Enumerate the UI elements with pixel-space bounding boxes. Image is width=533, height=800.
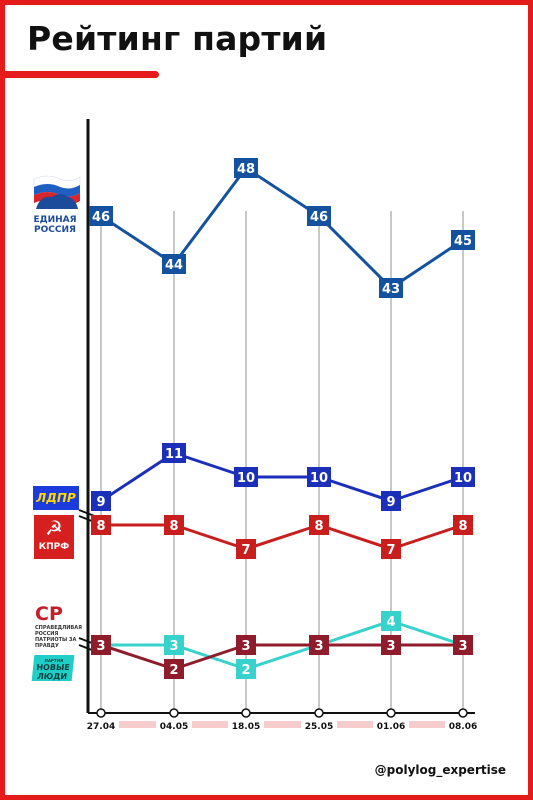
author-handle: @polylog_expertise	[374, 763, 506, 777]
hammer-sickle-icon: ☭	[45, 516, 63, 540]
point-marker-sr-3	[309, 635, 329, 655]
data-label-kprf-2: 7	[241, 543, 250, 558]
point-marker-nl-1	[164, 635, 184, 655]
series-line-ldpr	[100, 451, 464, 503]
point-marker-ldpr-1	[162, 443, 186, 463]
kprf-logo: ☭ КПРФ	[34, 515, 74, 559]
united-russia-line-1: ЕДИНАЯ	[33, 215, 77, 225]
x-tick-label-0: 27.04	[87, 722, 115, 732]
point-marker-er-0	[89, 206, 113, 226]
x-tick-label-4: 01.06	[377, 722, 405, 732]
data-label-nl-4: 4	[386, 615, 395, 630]
kprf-logo-text: КПРФ	[38, 542, 70, 552]
point-marker-sr-5	[453, 635, 473, 655]
data-label-ldpr-1: 11	[165, 447, 183, 462]
x-tick-dot-3	[314, 708, 324, 718]
data-label-er-5: 45	[454, 234, 472, 249]
x-tick-label-2: 18.05	[232, 722, 260, 732]
fair-russia-subtitle: СПРАВЕДЛИВАЯ РОССИЯ ПАТРИОТЫ ЗА ПРАВДУ	[35, 625, 82, 649]
point-marker-nl-2	[236, 659, 256, 679]
data-label-sr-5: 3	[458, 639, 467, 654]
title-underline	[5, 71, 159, 78]
point-marker-sr-0	[91, 635, 111, 655]
data-label-er-1: 44	[165, 258, 183, 273]
united-russia-logo: ЕДИНАЯ РОССИЯ	[30, 173, 86, 243]
point-marker-ldpr-5	[451, 467, 475, 487]
point-marker-ldpr-0	[91, 491, 111, 511]
x-tick-dot-4	[386, 708, 396, 718]
data-label-kprf-3: 8	[314, 519, 323, 534]
date-strip-0	[119, 721, 156, 728]
point-marker-nl-4	[381, 611, 401, 631]
series-line-er	[100, 166, 464, 290]
point-marker-kprf-1	[164, 515, 184, 535]
date-strip-4	[409, 721, 445, 728]
date-strip-2	[264, 721, 301, 728]
data-label-nl-1: 3	[169, 639, 178, 654]
data-label-ldpr-2: 10	[237, 471, 255, 486]
series-line-nl	[101, 619, 464, 671]
new-people-line-1: НОВЫЕ	[35, 663, 71, 672]
point-marker-kprf-2	[236, 539, 256, 559]
data-label-sr-3: 3	[314, 639, 323, 654]
point-marker-ldpr-3	[307, 467, 331, 487]
x-tick-label-3: 25.05	[305, 722, 333, 732]
united-russia-line-2: РОССИЯ	[34, 225, 76, 235]
point-marker-er-2	[234, 158, 258, 178]
point-marker-kprf-4	[381, 539, 401, 559]
data-label-sr-4: 3	[386, 639, 395, 654]
data-label-ldpr-4: 9	[386, 495, 395, 510]
data-label-er-4: 43	[382, 282, 400, 297]
data-label-sr-2: 3	[241, 639, 250, 654]
point-marker-er-1	[162, 254, 186, 274]
data-label-ldpr-3: 10	[310, 471, 328, 486]
data-label-er-0: 46	[92, 210, 110, 225]
x-tick-label-5: 08.06	[449, 722, 477, 732]
data-label-kprf-1: 8	[169, 519, 178, 534]
new-people-line-2: ЛЮДИ	[36, 672, 68, 681]
point-marker-sr-4	[381, 635, 401, 655]
point-marker-er-5	[451, 230, 475, 250]
point-marker-er-3	[307, 206, 331, 226]
ldpr-logo: ЛДПР	[33, 486, 79, 510]
point-marker-ldpr-2	[234, 467, 258, 487]
point-marker-ldpr-4	[381, 491, 401, 511]
data-label-er-2: 48	[237, 162, 255, 177]
x-tick-dot-2	[241, 708, 251, 718]
point-marker-kprf-0	[91, 515, 111, 535]
bear-flag-icon	[33, 175, 81, 209]
data-label-kprf-0: 8	[96, 519, 105, 534]
point-marker-sr-1	[164, 659, 184, 679]
x-tick-dot-1	[169, 708, 179, 718]
date-strip-3	[337, 721, 373, 728]
data-label-kprf-5: 8	[458, 519, 467, 534]
new-people-logo: ПАРТИЯ НОВЫЕ ЛЮДИ	[31, 655, 75, 681]
fair-russia-logo: СР СПРАВЕДЛИВАЯ РОССИЯ ПАТРИОТЫ ЗА ПРАВД…	[35, 603, 82, 651]
party-rating-chart: 27.04 04.05 18.05 25.05 01.06 08.064644484643…	[78, 119, 477, 732]
point-marker-er-4	[379, 278, 403, 298]
data-label-sr-1: 2	[169, 663, 178, 678]
x-tick-dot-0	[96, 708, 106, 718]
data-label-er-3: 46	[310, 210, 328, 225]
x-tick-label-1: 04.05	[160, 722, 188, 732]
point-marker-kprf-5	[453, 515, 473, 535]
data-label-kprf-4: 7	[386, 543, 395, 558]
data-label-sr-0: 3	[96, 639, 105, 654]
date-strip-1	[192, 721, 228, 728]
series-line-kprf	[101, 523, 464, 551]
data-label-ldpr-5: 10	[454, 471, 472, 486]
data-label-nl-2: 2	[241, 663, 250, 678]
x-tick-dot-5	[458, 708, 468, 718]
series-line-sr	[100, 643, 463, 671]
point-marker-kprf-3	[309, 515, 329, 535]
fair-russia-mark: СР	[35, 603, 63, 625]
data-label-ldpr-0: 9	[96, 495, 105, 510]
point-marker-sr-2	[236, 635, 256, 655]
page-title: Рейтинг партий	[27, 19, 328, 58]
